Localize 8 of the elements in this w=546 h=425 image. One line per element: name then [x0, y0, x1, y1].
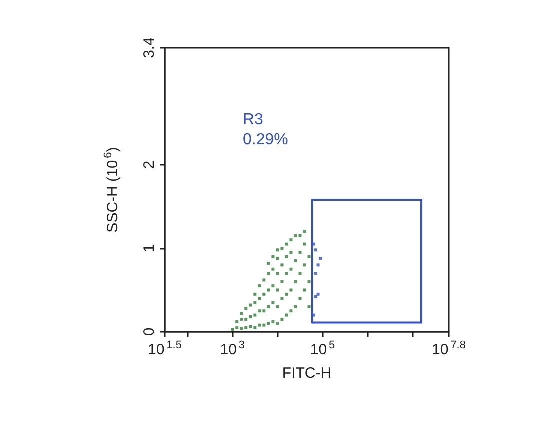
y-tick-label: 1 [141, 244, 158, 253]
y-axis-title: SSC-H (106) [102, 147, 122, 233]
y-tick-label: 0 [141, 328, 158, 336]
y-tick-label: 3.4 [141, 38, 158, 58]
annotation: 0.29% [243, 132, 288, 148]
x-axis-title: FITC-H [282, 365, 332, 382]
annotation: R3 [243, 112, 264, 128]
y-tick-label: 2 [141, 160, 158, 170]
